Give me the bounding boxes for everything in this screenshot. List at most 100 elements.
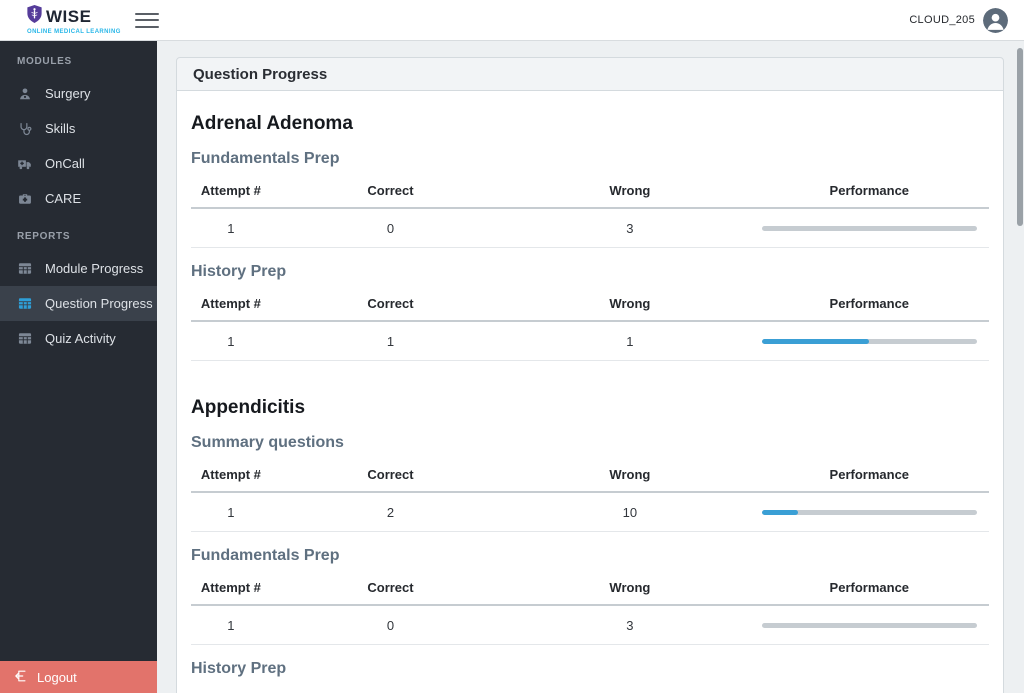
section-title: Fundamentals Prep — [191, 150, 340, 167]
sidebar-section-modules: MODULES — [17, 56, 72, 67]
table-header-cell: Attempt # — [191, 686, 271, 693]
correct-cell: 1 — [270, 321, 511, 361]
table-header-cell: Attempt # — [191, 289, 271, 322]
performance-bar-fill — [761, 510, 799, 515]
sidebar-item-label: Module Progress — [45, 261, 144, 276]
progress-table: Attempt # Correct Wrong Performance 1 2 10 — [191, 460, 989, 532]
sidebar-item-surgery[interactable]: Surgery — [0, 76, 157, 111]
logout-icon — [14, 669, 28, 686]
vertical-scrollbar[interactable] — [1017, 48, 1023, 226]
topbar: WISE ONLINE MEDICAL LEARNING CLOUD_205 — [0, 0, 1024, 41]
sidebar: MODULES Surgery Skills — [0, 41, 157, 693]
table-header-cell: Attempt # — [191, 573, 271, 606]
table-header-cell: Correct — [270, 289, 511, 322]
topic-sections: Summary questions Attempt # Correct Wrong P… — [191, 434, 989, 693]
wrong-cell: 1 — [510, 321, 750, 361]
logout-button[interactable]: Logout — [0, 661, 157, 693]
table-header-cell: Wrong — [510, 686, 750, 693]
sidebar-item-skills[interactable]: Skills — [0, 111, 157, 146]
sidebar-item-module-progress[interactable]: Module Progress — [0, 251, 157, 286]
wrong-cell: 3 — [510, 208, 750, 248]
page-header: Question Progress — [176, 57, 1004, 91]
sidebar-item-label: OnCall — [45, 156, 85, 171]
sidebar-item-label: Quiz Activity — [45, 331, 116, 346]
section-title: Fundamentals Prep — [191, 547, 340, 564]
sidebar-item-question-progress[interactable]: Question Progress — [0, 286, 157, 321]
user-avatar[interactable] — [983, 7, 1008, 33]
report-body: Adrenal Adenoma Fundamentals Prep Attemp… — [176, 91, 1004, 693]
table-header-cell: Wrong — [510, 460, 750, 493]
sidebar-item-care[interactable]: CARE — [0, 181, 157, 216]
table-icon — [17, 261, 32, 276]
correct-cell: 0 — [270, 605, 511, 645]
logout-label: Logout — [37, 669, 77, 685]
table-icon — [17, 296, 32, 311]
section-block: Fundamentals Prep Attempt # Correct Wrong P… — [191, 547, 989, 645]
shield-logo-icon — [27, 5, 42, 28]
performance-bar-fill — [761, 339, 870, 344]
section-title: Summary questions — [191, 434, 344, 451]
ambulance-icon — [17, 156, 32, 171]
attempt-cell: 1 — [191, 605, 271, 645]
page-title: Question Progress — [193, 65, 328, 83]
attempt-cell: 1 — [191, 208, 271, 248]
sidebar-item-label: CARE — [45, 191, 82, 206]
medical-bag-icon — [17, 191, 32, 206]
sidebar-section-reports: REPORTS — [17, 231, 71, 242]
topic-block: Appendicitis Summary questions Attempt #… — [191, 397, 989, 693]
performance-cell — [749, 605, 989, 645]
table-header-cell: Correct — [270, 460, 511, 493]
performance-bar — [761, 339, 978, 344]
table-icon — [17, 331, 32, 346]
table-row: 1 2 10 — [191, 492, 989, 532]
topic-sections: Fundamentals Prep Attempt # Correct Wrong P… — [191, 150, 989, 361]
performance-bar — [761, 226, 978, 231]
table-header-cell: Correct — [270, 686, 511, 693]
table-header-cell: Attempt # — [191, 460, 271, 493]
sidebar-item-label: Question Progress — [45, 296, 153, 311]
username-label: CLOUD_205 — [909, 14, 975, 26]
topic-block: Adrenal Adenoma Fundamentals Prep Attemp… — [191, 113, 989, 361]
hamburger-menu-icon[interactable] — [135, 12, 159, 28]
brand-tagline: ONLINE MEDICAL LEARNING — [27, 29, 121, 35]
section-block: Fundamentals Prep Attempt # Correct Wrong P… — [191, 150, 989, 248]
sidebar-item-oncall[interactable]: OnCall — [0, 146, 157, 181]
topic-title: Appendicitis — [191, 397, 306, 418]
section-title: History Prep — [191, 263, 287, 280]
stethoscope-icon — [17, 121, 32, 136]
table-header-cell: Wrong — [510, 289, 750, 322]
attempt-cell: 1 — [191, 492, 271, 532]
table-header-cell: Performance — [749, 289, 989, 322]
wrong-cell: 10 — [510, 492, 750, 532]
table-header-cell: Wrong — [510, 573, 750, 606]
main-content: Question Progress Adrenal Adenoma Fundam… — [157, 41, 1024, 693]
table-body: 1 2 10 — [191, 492, 989, 532]
wrong-cell: 3 — [510, 605, 750, 645]
correct-cell: 0 — [270, 208, 511, 248]
sidebar-item-label: Skills — [45, 121, 76, 136]
table-header-cell: Performance — [749, 176, 989, 209]
logo[interactable]: WISE ONLINE MEDICAL LEARNING — [27, 5, 121, 35]
performance-cell — [749, 321, 989, 361]
section-block: Summary questions Attempt # Correct Wrong P… — [191, 434, 989, 532]
sidebar-item-quiz-activity[interactable]: Quiz Activity — [0, 321, 157, 356]
table-header-cell: Attempt # — [191, 176, 271, 209]
section-title: History Prep — [191, 660, 287, 677]
performance-cell — [749, 208, 989, 248]
